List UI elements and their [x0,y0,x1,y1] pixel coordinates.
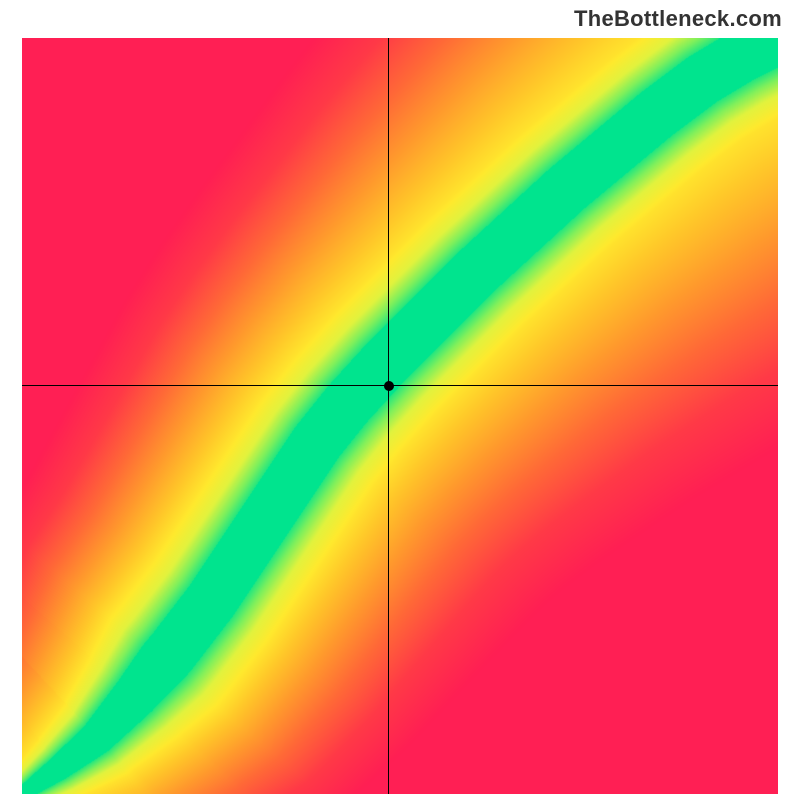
heatmap-canvas [22,38,778,794]
watermark: TheBottleneck.com [574,6,782,32]
heatmap-plot [22,38,778,794]
